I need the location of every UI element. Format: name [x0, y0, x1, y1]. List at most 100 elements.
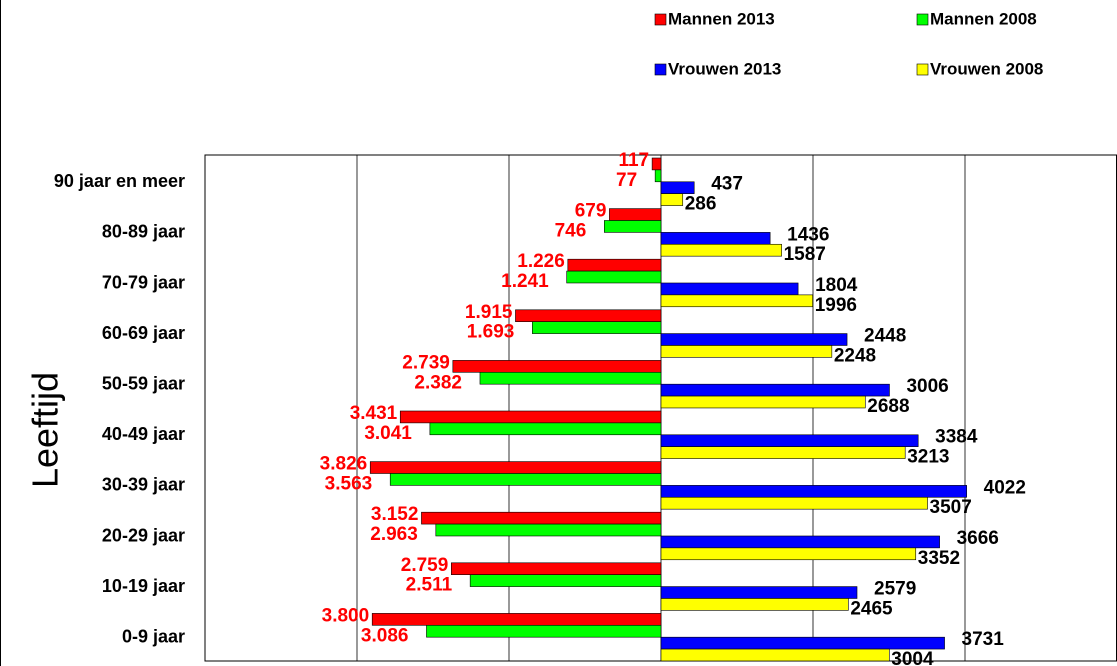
- data-label: 2.759: [401, 555, 449, 576]
- bar: [660, 232, 771, 245]
- bar: [660, 485, 967, 498]
- data-label: 1.915: [465, 302, 513, 323]
- data-label: 437: [711, 174, 743, 195]
- bar: [660, 648, 890, 662]
- bar: [479, 371, 662, 385]
- bar: [389, 473, 662, 486]
- legend-label: Vrouwen 2013: [668, 59, 781, 78]
- legend-swatch: [916, 63, 929, 76]
- data-label: 2.382: [414, 372, 462, 393]
- y-tick-label: 80-89 jaar: [102, 222, 185, 242]
- data-label: 3.431: [350, 403, 398, 424]
- data-label: 1.241: [501, 271, 549, 292]
- y-tick-label: 60-69 jaar: [102, 323, 185, 343]
- bar: [469, 574, 662, 587]
- y-tick-label: 0-9 jaar: [122, 626, 185, 646]
- data-label: 2.511: [406, 575, 453, 596]
- bar: [371, 613, 662, 626]
- data-label: 3507: [930, 497, 972, 518]
- legend-swatch: [916, 13, 929, 26]
- bar: [429, 422, 662, 436]
- data-label: 1996: [815, 295, 857, 316]
- bar: [515, 309, 662, 322]
- legend-swatch: [654, 13, 667, 26]
- data-label: 3213: [907, 447, 949, 468]
- data-label: 3731: [962, 629, 1005, 650]
- legend-label: Mannen 2013: [668, 9, 775, 28]
- data-label: 3004: [891, 649, 934, 666]
- bar: [660, 383, 890, 397]
- y-tick-label: 20-29 jaar: [102, 525, 185, 545]
- bar: [660, 446, 906, 459]
- data-label: 117: [618, 150, 649, 171]
- bar: [604, 220, 662, 233]
- data-label: 2.739: [402, 352, 450, 373]
- bar: [660, 193, 684, 206]
- bar: [532, 321, 662, 334]
- y-tick-label: 40-49 jaar: [102, 424, 185, 444]
- data-label: 3.086: [361, 625, 409, 646]
- bar: [660, 282, 799, 296]
- bar: [660, 345, 833, 358]
- data-label: 1436: [787, 224, 829, 245]
- bar: [660, 243, 782, 257]
- bar: [566, 270, 662, 284]
- data-label: 2248: [834, 345, 876, 366]
- bar: [399, 410, 662, 424]
- bar: [435, 523, 662, 537]
- data-label: 3006: [906, 376, 948, 397]
- data-label: 2465: [850, 598, 893, 619]
- bar: [660, 547, 917, 561]
- bar: [660, 535, 940, 549]
- data-label: 3.800: [322, 605, 370, 626]
- bar: [651, 157, 662, 171]
- bar: [609, 208, 662, 221]
- legend-label: Vrouwen 2008: [930, 59, 1043, 78]
- y-tick-label: 10-19 jaar: [102, 576, 185, 596]
- y-axis-label: Leeftijd: [25, 372, 66, 488]
- bar: [452, 360, 662, 373]
- bar: [660, 636, 945, 650]
- data-label: 3384: [935, 427, 978, 448]
- data-label: 4022: [984, 477, 1026, 498]
- bar: [660, 496, 928, 510]
- bar: [369, 461, 662, 474]
- data-label: 2.963: [370, 524, 418, 545]
- data-label: 1.226: [517, 251, 565, 272]
- bar: [421, 511, 662, 525]
- y-tick-label: 30-39 jaar: [102, 475, 185, 495]
- data-label: 3666: [957, 528, 999, 549]
- data-label: 2448: [864, 326, 906, 347]
- bar: [660, 598, 849, 611]
- data-label: 1804: [815, 275, 858, 296]
- y-tick-label: 90 jaar en meer: [54, 171, 185, 191]
- data-label: 3.041: [364, 423, 412, 444]
- data-label: 679: [575, 201, 607, 222]
- legend-label: Mannen 2008: [930, 9, 1037, 28]
- bar: [660, 434, 919, 447]
- data-label: 3352: [918, 548, 960, 569]
- bar: [660, 294, 813, 308]
- data-label: 286: [685, 194, 717, 215]
- data-label: 2579: [874, 579, 916, 600]
- data-label: 746: [555, 220, 587, 241]
- data-label: 3.563: [325, 473, 373, 494]
- bar: [451, 562, 662, 575]
- data-label: 1587: [784, 244, 826, 265]
- bar: [660, 333, 848, 346]
- bar: [660, 395, 866, 409]
- y-tick-label: 50-59 jaar: [102, 373, 185, 393]
- data-label: 3.152: [371, 504, 419, 525]
- data-label: 1.693: [467, 322, 515, 343]
- bar: [426, 624, 662, 638]
- legend-swatch: [654, 63, 667, 76]
- y-tick-label: 70-79 jaar: [102, 272, 185, 292]
- data-label: 3.826: [320, 454, 368, 475]
- bar: [660, 181, 695, 194]
- data-label: 77: [616, 170, 637, 191]
- data-label: 2688: [867, 396, 909, 417]
- bar: [567, 258, 662, 272]
- bar: [660, 586, 858, 599]
- bar: [654, 169, 662, 183]
